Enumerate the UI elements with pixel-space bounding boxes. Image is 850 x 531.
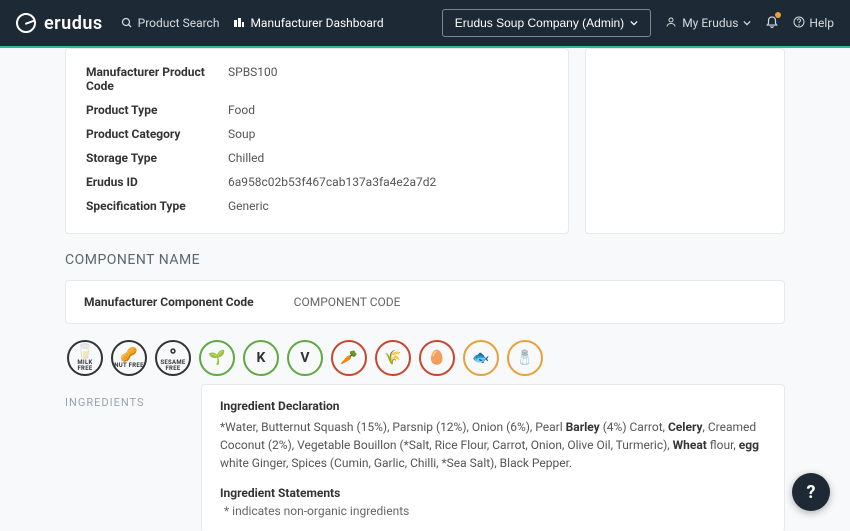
badge-celery: 🥕	[331, 340, 367, 376]
notification-dot-icon	[775, 12, 781, 18]
company-dropdown-label: Erudus Soup Company (Admin)	[455, 16, 624, 30]
nav-manufacturer-dashboard[interactable]: Manufacturer Dashboard	[233, 16, 383, 30]
help-icon	[793, 16, 805, 31]
badge-sesame-free-caption: SESAME FREE	[157, 360, 189, 372]
logo[interactable]: erudus	[16, 13, 103, 34]
component-card: Manufacturer Component Code COMPONENT CO…	[65, 280, 785, 324]
notifications-bell[interactable]	[765, 14, 779, 32]
detail-value: Generic	[228, 195, 548, 217]
badge-celery-icon: 🥕	[340, 351, 357, 365]
nav-manufacturer-dashboard-label: Manufacturer Dashboard	[250, 16, 383, 30]
component-code-value: COMPONENT CODE	[294, 295, 401, 309]
badge-egg: 🥚	[419, 340, 455, 376]
detail-card: Manufacturer Product CodeSPBS100Product …	[65, 48, 569, 234]
dashboard-icon	[233, 17, 245, 29]
detail-label: Specification Type	[86, 195, 226, 217]
detail-split: Manufacturer Product CodeSPBS100Product …	[65, 48, 785, 234]
badge-nut-free: 🥜NUT FREE	[111, 340, 147, 376]
help-label: Help	[809, 16, 834, 30]
detail-value: Food	[228, 99, 548, 121]
detail-row: Erudus ID6a958c02b53f467cab137a3fa4e2a7d…	[86, 171, 548, 193]
help-fab[interactable]: ?	[792, 473, 830, 511]
user-icon	[665, 16, 677, 31]
detail-row: Product TypeFood	[86, 99, 548, 121]
badge-fish-icon: 🐟	[472, 351, 489, 365]
detail-label: Erudus ID	[86, 171, 226, 193]
detail-label: Product Category	[86, 123, 226, 145]
help-link[interactable]: Help	[793, 16, 834, 31]
badge-kosher-icon: K	[257, 351, 266, 365]
chevron-down-icon	[630, 16, 638, 30]
company-dropdown[interactable]: Erudus Soup Company (Admin)	[442, 9, 651, 37]
badge-sesame-free: ⚬SESAME FREE	[155, 340, 191, 376]
component-section-title: COMPONENT NAME	[65, 234, 785, 274]
badge-vegan-icon: 🌱	[208, 351, 225, 365]
nav-product-search-label: Product Search	[138, 16, 220, 30]
badge-row: 🥛MILK FREE🥜NUT FREE⚬SESAME FREE🌱KV🥕🌾🥚🐟🧂	[65, 324, 785, 376]
badge-vegetarian-icon: V	[300, 351, 309, 365]
detail-row: Specification TypeGeneric	[86, 195, 548, 217]
detail-value: SPBS100	[228, 61, 548, 97]
badge-mustard: 🧂	[507, 340, 543, 376]
ingredient-declaration-text: *Water, Butternut Squash (15%), Parsnip …	[220, 418, 766, 472]
detail-side-card	[585, 48, 785, 234]
chevron-down-icon	[743, 16, 751, 30]
badge-milk-free-icon: 🥛	[76, 345, 93, 359]
badge-nut-free-caption: NUT FREE	[114, 363, 144, 369]
detail-row: Manufacturer Product CodeSPBS100	[86, 61, 548, 97]
detail-row: Product CategorySoup	[86, 123, 548, 145]
nav-links: Product Search Manufacturer Dashboard	[121, 16, 384, 30]
badge-sesame-free-icon: ⚬	[167, 345, 179, 359]
badge-fish: 🐟	[463, 340, 499, 376]
component-code-label: Manufacturer Component Code	[84, 295, 254, 309]
ingredient-statements-note: * indicates non-organic ingredients	[220, 504, 766, 518]
badge-nut-free-icon: 🥜	[120, 348, 137, 362]
topbar: erudus Product Search Manufacturer Dashb…	[0, 0, 850, 48]
badge-vegan: 🌱	[199, 340, 235, 376]
detail-label: Manufacturer Product Code	[86, 61, 226, 97]
badge-kosher: K	[243, 340, 279, 376]
badge-milk-free: 🥛MILK FREE	[67, 340, 103, 376]
ingredients-card: Ingredient Declaration *Water, Butternut…	[201, 384, 785, 531]
badge-gluten-icon: 🌾	[384, 351, 401, 365]
badge-gluten: 🌾	[375, 340, 411, 376]
logo-mark-icon	[16, 13, 36, 33]
badge-vegetarian: V	[287, 340, 323, 376]
my-erudus-label: My Erudus	[682, 16, 738, 30]
detail-label: Product Type	[86, 99, 226, 121]
detail-kv-table: Manufacturer Product CodeSPBS100Product …	[84, 59, 550, 219]
my-erudus-menu[interactable]: My Erudus	[665, 16, 751, 31]
detail-label: Storage Type	[86, 147, 226, 169]
detail-row: Storage TypeChilled	[86, 147, 548, 169]
nav-product-search[interactable]: Product Search	[121, 16, 220, 30]
ingredients-section-label: INGREDIENTS	[65, 384, 185, 409]
ingredient-declaration-title: Ingredient Declaration	[220, 399, 766, 413]
search-icon	[121, 17, 133, 29]
badge-milk-free-caption: MILK FREE	[69, 360, 101, 372]
detail-value: Soup	[228, 123, 548, 145]
badge-egg-icon: 🥚	[428, 351, 445, 365]
detail-value: 6a958c02b53f467cab137a3fa4e2a7d2	[228, 171, 548, 193]
logo-text: erudus	[44, 13, 103, 34]
badge-mustard-icon: 🧂	[516, 351, 533, 365]
detail-value: Chilled	[228, 147, 548, 169]
ingredient-statements-title: Ingredient Statements	[220, 486, 766, 500]
